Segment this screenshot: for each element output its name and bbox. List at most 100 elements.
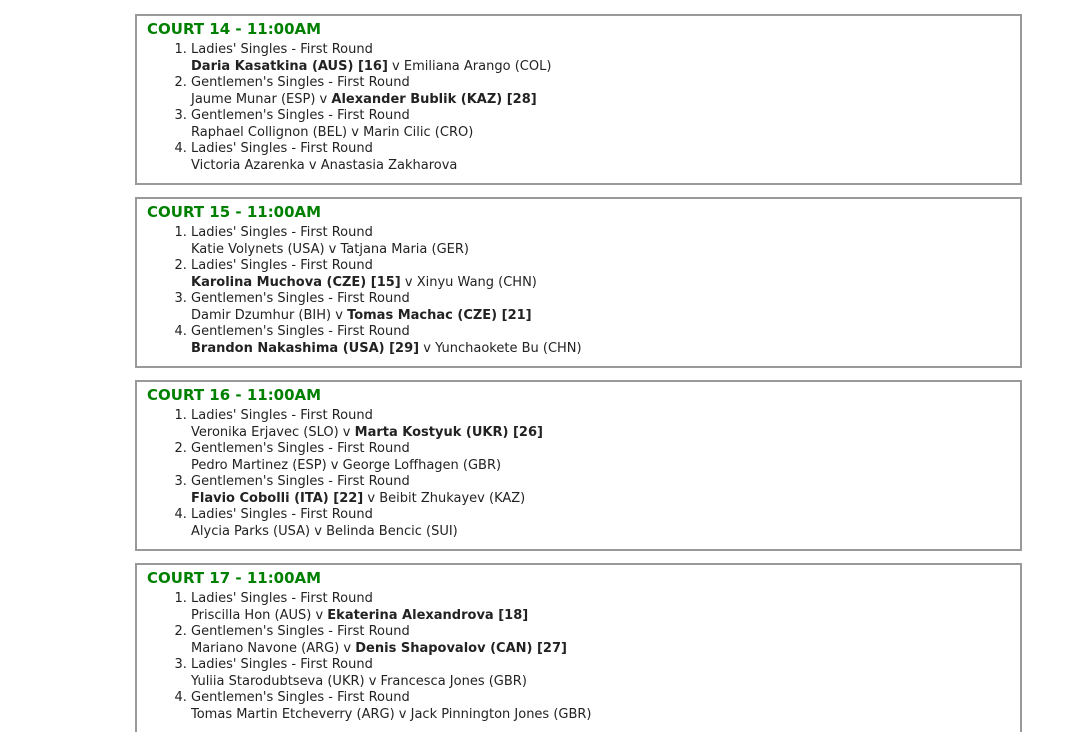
versus-separator: v — [311, 607, 328, 623]
match-list: Ladies' Singles - First Round Priscilla … — [147, 591, 1010, 723]
match-event: Gentlemen's Singles - First Round — [191, 624, 410, 639]
versus-separator: v — [304, 157, 321, 173]
match-players: Damir Dzumhur (BIH) v Tomas Machac (CZE)… — [191, 308, 1010, 325]
versus-separator: v — [324, 241, 341, 257]
match-list: Ladies' Singles - First Round Veronika E… — [147, 408, 1010, 540]
player-1: Karolina Muchova (CZE) [15] — [191, 274, 401, 290]
player-2: Marta Kostyuk (UKR) [26] — [354, 424, 543, 440]
match-event: Gentlemen's Singles - First Round — [191, 474, 410, 489]
player-2: Yunchaokete Bu (CHN) — [435, 340, 582, 356]
match-players: Daria Kasatkina (AUS) [16] v Emiliana Ar… — [191, 59, 1010, 76]
match-event: Gentlemen's Singles - First Round — [191, 324, 410, 339]
match-event: Ladies' Singles - First Round — [191, 591, 373, 606]
match-event: Ladies' Singles - First Round — [191, 42, 373, 57]
courts-list: COURT 14 - 11:00AM Ladies' Singles - Fir… — [135, 14, 1022, 732]
versus-separator: v — [326, 457, 343, 473]
match-event: Ladies' Singles - First Round — [191, 225, 373, 240]
match-item: Ladies' Singles - First Round Victoria A… — [191, 141, 1010, 174]
player-2: Beibit Zhukayev (KAZ) — [379, 490, 526, 506]
match-item: Gentlemen's Singles - First Round Tomas … — [191, 690, 1010, 723]
player-2: Ekaterina Alexandrova [18] — [327, 607, 529, 623]
match-item: Gentlemen's Singles - First Round Marian… — [191, 624, 1010, 657]
player-1: Alycia Parks (USA) — [191, 523, 311, 539]
match-item: Ladies' Singles - First Round Yuliia Sta… — [191, 657, 1010, 690]
versus-separator: v — [400, 274, 417, 290]
player-1: Victoria Azarenka — [191, 157, 305, 173]
player-1: Mariano Navone (ARG) — [191, 640, 340, 656]
match-players: Tomas Martin Etcheverry (ARG) v Jack Pin… — [191, 707, 1010, 724]
player-1: Pedro Martinez (ESP) — [191, 457, 327, 473]
player-2: Francesca Jones (GBR) — [380, 673, 527, 689]
player-1: Brandon Nakashima (USA) [29] — [191, 340, 420, 356]
versus-separator: v — [394, 706, 411, 722]
player-1: Katie Volynets (USA) — [191, 241, 325, 257]
match-list: Ladies' Singles - First Round Katie Voly… — [147, 225, 1010, 357]
player-1: Raphael Collignon (BEL) — [191, 124, 348, 140]
match-players: Pedro Martinez (ESP) v George Loffhagen … — [191, 458, 1010, 475]
match-item: Ladies' Singles - First Round Katie Voly… — [191, 225, 1010, 258]
versus-separator: v — [347, 124, 364, 140]
versus-separator: v — [364, 673, 381, 689]
court-title: COURT 16 - 11:00AM — [147, 386, 322, 404]
match-item: Gentlemen's Singles - First Round Flavio… — [191, 474, 1010, 507]
player-1: Priscilla Hon (AUS) — [191, 607, 312, 623]
court-box: COURT 17 - 11:00AM Ladies' Singles - Fir… — [135, 563, 1022, 732]
match-item: Gentlemen's Singles - First Round Damir … — [191, 291, 1010, 324]
match-players: Victoria Azarenka v Anastasia Zakharova — [191, 158, 1010, 175]
match-event: Gentlemen's Singles - First Round — [191, 690, 410, 705]
match-players: Flavio Cobolli (ITA) [22] v Beibit Zhuka… — [191, 491, 1010, 508]
player-2: Tatjana Maria (GER) — [340, 241, 469, 257]
versus-separator: v — [338, 424, 355, 440]
versus-separator: v — [363, 490, 380, 506]
versus-separator: v — [419, 340, 436, 356]
match-item: Ladies' Singles - First Round Alycia Par… — [191, 507, 1010, 540]
match-item: Gentlemen's Singles - First Round Jaume … — [191, 75, 1010, 108]
match-item: Gentlemen's Singles - First Round Brando… — [191, 324, 1010, 357]
player-2: Belinda Bencic (SUI) — [326, 523, 458, 539]
match-event: Gentlemen's Singles - First Round — [191, 441, 410, 456]
player-1: Tomas Martin Etcheverry (ARG) — [191, 706, 395, 722]
match-players: Karolina Muchova (CZE) [15] v Xinyu Wang… — [191, 275, 1010, 292]
match-event: Gentlemen's Singles - First Round — [191, 108, 410, 123]
match-event: Ladies' Singles - First Round — [191, 507, 373, 522]
court-title: COURT 14 - 11:00AM — [147, 20, 322, 38]
versus-separator: v — [331, 307, 348, 323]
match-item: Gentlemen's Singles - First Round Pedro … — [191, 441, 1010, 474]
player-2: Anastasia Zakharova — [320, 157, 458, 173]
court-title: COURT 15 - 11:00AM — [147, 203, 322, 221]
versus-separator: v — [387, 58, 404, 74]
match-item: Ladies' Singles - First Round Karolina M… — [191, 258, 1010, 291]
match-item: Ladies' Singles - First Round Daria Kasa… — [191, 42, 1010, 75]
match-event: Ladies' Singles - First Round — [191, 408, 373, 423]
court-box: COURT 14 - 11:00AM Ladies' Singles - Fir… — [135, 14, 1022, 185]
player-2: Tomas Machac (CZE) [21] — [347, 307, 532, 323]
versus-separator: v — [315, 91, 332, 107]
versus-separator: v — [339, 640, 356, 656]
player-1: Yuliia Starodubtseva (UKR) — [191, 673, 365, 689]
player-2: George Loffhagen (GBR) — [342, 457, 502, 473]
match-players: Yuliia Starodubtseva (UKR) v Francesca J… — [191, 674, 1010, 691]
match-players: Raphael Collignon (BEL) v Marin Cilic (C… — [191, 125, 1010, 142]
court-title: COURT 17 - 11:00AM — [147, 569, 322, 587]
player-1: Daria Kasatkina (AUS) [16] — [191, 58, 388, 74]
match-event: Gentlemen's Singles - First Round — [191, 75, 410, 90]
player-1: Flavio Cobolli (ITA) [22] — [191, 490, 364, 506]
versus-separator: v — [310, 523, 327, 539]
player-1: Jaume Munar (ESP) — [191, 91, 316, 107]
match-event: Ladies' Singles - First Round — [191, 141, 373, 156]
match-players: Brandon Nakashima (USA) [29] v Yunchaoke… — [191, 341, 1010, 358]
player-2: Jack Pinnington Jones (GBR) — [410, 706, 592, 722]
player-2: Emiliana Arango (COL) — [403, 58, 552, 74]
player-2: Alexander Bublik (KAZ) [28] — [331, 91, 537, 107]
player-2: Denis Shapovalov (CAN) [27] — [355, 640, 567, 656]
match-item: Ladies' Singles - First Round Veronika E… — [191, 408, 1010, 441]
court-box: COURT 15 - 11:00AM Ladies' Singles - Fir… — [135, 197, 1022, 368]
player-1: Veronika Erjavec (SLO) — [191, 424, 339, 440]
match-item: Ladies' Singles - First Round Priscilla … — [191, 591, 1010, 624]
match-players: Jaume Munar (ESP) v Alexander Bublik (KA… — [191, 92, 1010, 109]
match-players: Veronika Erjavec (SLO) v Marta Kostyuk (… — [191, 425, 1010, 442]
player-1: Damir Dzumhur (BIH) — [191, 307, 332, 323]
player-2: Marin Cilic (CRO) — [363, 124, 474, 140]
court-box: COURT 16 - 11:00AM Ladies' Singles - Fir… — [135, 380, 1022, 551]
